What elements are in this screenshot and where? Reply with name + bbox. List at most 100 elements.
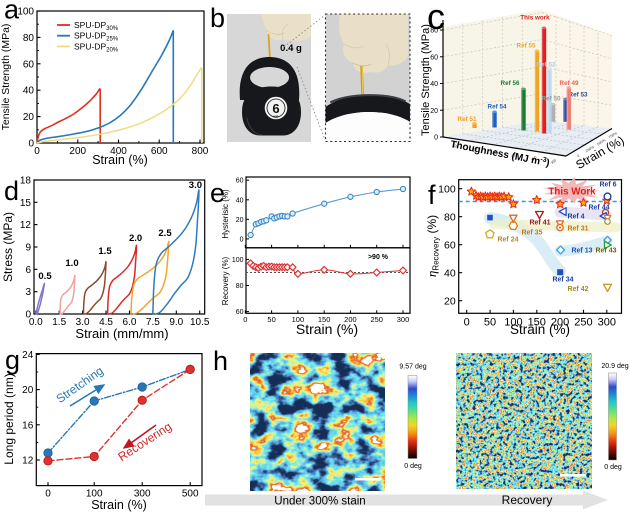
svg-text:2.5: 2.5 — [158, 228, 172, 239]
svg-text:300: 300 — [598, 316, 616, 328]
svg-text:e: e — [210, 178, 225, 208]
svg-text:SPU-DP20%: SPU-DP20% — [74, 41, 119, 53]
svg-text:9.0: 9.0 — [169, 317, 183, 328]
svg-text:100: 100 — [232, 257, 244, 264]
svg-text:Long period (nm): Long period (nm) — [2, 373, 16, 464]
svg-text:0: 0 — [240, 236, 244, 243]
svg-text:50: 50 — [452, 144, 458, 150]
svg-text:50: 50 — [267, 315, 275, 324]
svg-text:200: 200 — [511, 152, 518, 159]
svg-text:6.0: 6.0 — [123, 317, 137, 328]
svg-text:150: 150 — [528, 316, 546, 328]
svg-text:18: 18 — [20, 175, 32, 186]
svg-text:15: 15 — [20, 198, 32, 209]
svg-text:100: 100 — [471, 146, 478, 153]
svg-text:h: h — [213, 346, 228, 376]
svg-text:Strain (%): Strain (%) — [296, 321, 358, 337]
svg-text:60: 60 — [236, 309, 244, 316]
svg-text:20: 20 — [430, 108, 438, 115]
svg-text:0.4 g: 0.4 g — [280, 43, 302, 54]
svg-text:0.0: 0.0 — [29, 317, 43, 328]
svg-text:0: 0 — [243, 315, 247, 324]
svg-text:Strain (%): Strain (%) — [92, 153, 148, 167]
svg-text:7.5: 7.5 — [146, 317, 160, 328]
svg-text:1.5: 1.5 — [52, 317, 66, 328]
svg-text:Stress (MPa): Stress (MPa) — [1, 212, 15, 282]
svg-text:20: 20 — [22, 385, 34, 396]
svg-text:20: 20 — [444, 296, 456, 308]
svg-text:This work: This work — [520, 15, 550, 22]
svg-text:10.5: 10.5 — [190, 317, 210, 328]
svg-text:3: 3 — [25, 287, 31, 298]
svg-text:20: 20 — [23, 112, 35, 123]
svg-text:20.9 deg: 20.9 deg — [601, 363, 628, 370]
svg-text:50: 50 — [484, 316, 496, 328]
svg-text:200: 200 — [551, 316, 569, 328]
svg-text:This Work: This Work — [548, 187, 596, 198]
svg-text:Ref 24: Ref 24 — [497, 237, 518, 244]
svg-text:Strain (%): Strain (%) — [91, 498, 147, 512]
svg-text:Ref 13: Ref 13 — [571, 248, 592, 255]
svg-text:6: 6 — [25, 265, 31, 276]
svg-text:Ref 54: Ref 54 — [488, 104, 507, 111]
svg-text:200: 200 — [69, 146, 86, 157]
svg-text:100: 100 — [86, 489, 103, 500]
svg-text:>90 %: >90 % — [368, 254, 389, 261]
svg-text:Ref 49: Ref 49 — [560, 80, 579, 87]
svg-text:300: 300 — [397, 315, 410, 324]
svg-text:100: 100 — [17, 7, 34, 18]
svg-text:0 deg: 0 deg — [404, 463, 422, 470]
svg-text:Ref 4: Ref 4 — [567, 214, 584, 221]
svg-text:80: 80 — [430, 28, 438, 35]
svg-text:c: c — [427, 0, 445, 37]
svg-text:Ref 6: Ref 6 — [599, 182, 616, 189]
svg-text:250: 250 — [530, 155, 537, 162]
svg-text:f: f — [428, 180, 436, 210]
svg-text:250%: 250% — [585, 145, 596, 154]
svg-text:Ref 34: Ref 34 — [552, 277, 573, 284]
svg-text:250: 250 — [370, 315, 383, 324]
svg-text:Ref 50: Ref 50 — [542, 96, 561, 103]
svg-text:Tensile Strength (MPa): Tensile Strength (MPa) — [0, 24, 12, 131]
svg-text:Recovering: Recovering — [116, 419, 175, 464]
svg-text:80: 80 — [236, 283, 244, 290]
svg-text:2.0: 2.0 — [129, 233, 142, 244]
svg-text:12: 12 — [22, 456, 34, 467]
svg-text:Ref 51: Ref 51 — [458, 116, 477, 123]
svg-text:150: 150 — [491, 149, 498, 156]
svg-text:600: 600 — [151, 146, 168, 157]
svg-text:40: 40 — [23, 86, 35, 97]
svg-text:4.5: 4.5 — [99, 317, 113, 328]
svg-text:3.0: 3.0 — [189, 180, 202, 191]
svg-text:100: 100 — [292, 315, 305, 324]
svg-text:0: 0 — [34, 146, 40, 157]
svg-text:0: 0 — [434, 135, 438, 142]
svg-text:60: 60 — [236, 178, 244, 185]
svg-text:Ref 53: Ref 53 — [569, 92, 588, 99]
svg-text:800: 800 — [192, 146, 209, 157]
svg-text:150: 150 — [318, 315, 331, 324]
svg-text:0: 0 — [576, 154, 580, 158]
svg-text:40: 40 — [236, 197, 244, 204]
svg-text:a: a — [4, 0, 20, 25]
svg-text:60: 60 — [444, 240, 456, 252]
svg-text:Strain (mm/mm): Strain (mm/mm) — [75, 326, 168, 341]
svg-text:500%: 500% — [596, 138, 607, 147]
svg-text:Hysterisic (%): Hysterisic (%) — [221, 189, 230, 239]
svg-text:Ref 55: Ref 55 — [517, 43, 536, 50]
svg-text:1.5: 1.5 — [98, 246, 112, 257]
svg-text:Under 300% stain: Under 300% stain — [274, 496, 365, 508]
svg-text:500: 500 — [182, 489, 199, 500]
svg-text:9.57 deg: 9.57 deg — [399, 364, 426, 371]
svg-text:Ref 35: Ref 35 — [521, 230, 542, 237]
svg-text:Ref 42: Ref 42 — [567, 286, 588, 293]
svg-text:9: 9 — [25, 242, 31, 253]
svg-text:Strain (%): Strain (%) — [510, 322, 570, 337]
svg-text:Recovery: Recovery — [502, 493, 553, 507]
svg-text:750%: 750% — [608, 131, 619, 140]
svg-text:Ref 52: Ref 52 — [537, 62, 556, 69]
svg-text:KG: KG — [273, 115, 278, 119]
svg-text:60: 60 — [23, 59, 35, 70]
svg-text:40: 40 — [430, 81, 438, 88]
svg-text:20: 20 — [236, 217, 244, 224]
